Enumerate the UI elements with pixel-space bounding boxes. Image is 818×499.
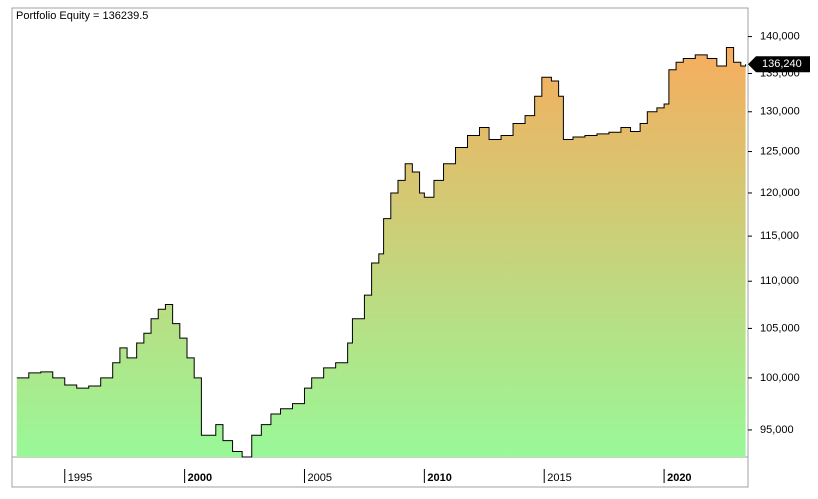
y-tick-label: 140,000 xyxy=(760,30,800,42)
y-tick-label: 115,000 xyxy=(760,230,799,242)
y-tick-label: 95,000 xyxy=(760,424,794,436)
x-tick-label: 2010 xyxy=(427,472,451,484)
x-tick-label: 2015 xyxy=(547,472,571,484)
y-tick-label: 120,000 xyxy=(760,187,800,199)
y-tick-label: 105,000 xyxy=(760,322,800,334)
y-tick-label: 125,000 xyxy=(760,145,800,157)
current-value-label: 136,240 xyxy=(762,58,802,70)
current-value-marker xyxy=(748,56,810,73)
x-tick-label: 2020 xyxy=(667,472,691,484)
equity-line xyxy=(16,47,747,458)
y-tick-label: 110,000 xyxy=(760,275,799,287)
x-tick-label: 2005 xyxy=(307,472,331,484)
x-tick-label: 1995 xyxy=(68,472,92,484)
x-tick-label: 2000 xyxy=(188,472,212,484)
y-tick-label: 100,000 xyxy=(760,372,800,384)
equity-area xyxy=(16,47,746,457)
y-tick-label: 130,000 xyxy=(760,106,800,118)
chart-title: Portfolio Equity = 136239.5 xyxy=(16,10,148,22)
